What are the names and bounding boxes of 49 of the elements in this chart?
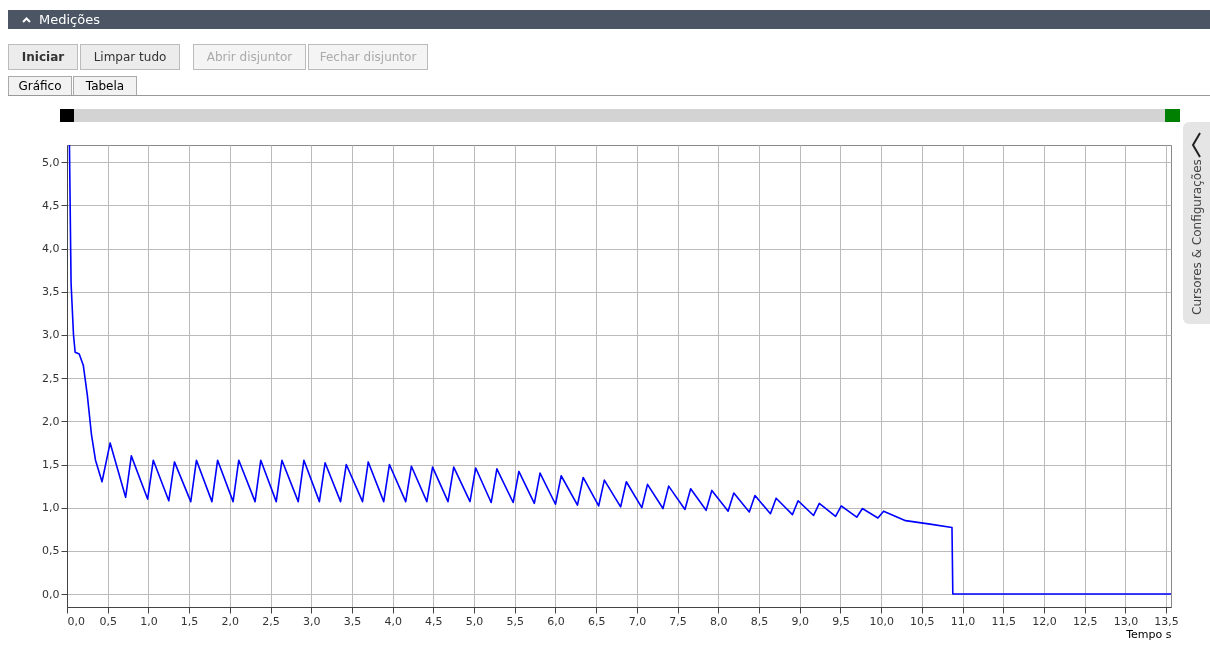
y-tick-label: 4,0 xyxy=(42,242,60,256)
x-tick-label: 5,0 xyxy=(465,614,484,628)
x-tick-label: 13,5 xyxy=(1154,614,1179,628)
text: Gráfico xyxy=(8,76,72,96)
y-tick-label: 2,5 xyxy=(42,371,60,385)
x-tick-label: 12,0 xyxy=(1032,614,1057,628)
x-tick-label: 11,5 xyxy=(991,614,1017,628)
x-tick-label: 6,0 xyxy=(547,614,565,628)
x-tick-label: 4,0 xyxy=(384,614,402,628)
x-tick-label: 8,0 xyxy=(710,614,728,628)
x-tick-label: 2,5 xyxy=(262,614,280,628)
x-tick-label: 1,5 xyxy=(180,614,199,628)
x-tick-label: 6,5 xyxy=(587,614,606,628)
x-tick-label: 10,0 xyxy=(869,614,894,628)
x-tick-label: 3,5 xyxy=(343,614,362,628)
text: Abrir disjuntor xyxy=(193,44,306,70)
x-tick-label: 9,5 xyxy=(832,614,850,628)
text: Iniciar xyxy=(8,44,78,70)
x-tick-label: 4,5 xyxy=(425,614,443,628)
x-tick-label: 13,0 xyxy=(1113,614,1139,628)
y-tick-label: 5,0 xyxy=(42,155,60,169)
y-tick-label: 3,5 xyxy=(42,285,60,299)
x-axis-title: Tempo s xyxy=(1125,627,1172,641)
x-tick-label: 12,5 xyxy=(1072,614,1098,628)
line-series xyxy=(68,145,1171,595)
x-tick-label: 1,0 xyxy=(140,614,158,628)
text: Cursores & Configurações xyxy=(1190,159,1204,315)
text: Fechar disjuntor xyxy=(308,44,428,70)
text: Limpar tudo xyxy=(80,44,180,70)
text: Tabela xyxy=(73,76,137,96)
y-tick-label: 4,5 xyxy=(42,198,60,212)
x-tick-label: 11,0 xyxy=(950,614,976,628)
y-tick-label: 1,0 xyxy=(42,501,60,515)
x-tick-label: 8,5 xyxy=(750,614,769,628)
x-tick-label: 5,5 xyxy=(506,614,525,628)
y-tick-label: 0,0 xyxy=(42,587,60,601)
x-tick-label: 10,5 xyxy=(910,614,935,628)
x-tick-label: 2,0 xyxy=(221,614,240,628)
chart-title: Medições xyxy=(39,12,100,27)
x-tick-label: 7,5 xyxy=(669,614,687,628)
y-tick-label: 2,0 xyxy=(42,414,60,428)
y-tick-label: 3,0 xyxy=(42,328,60,342)
x-tick-label: 3,0 xyxy=(303,614,321,628)
x-tick-label: 7,0 xyxy=(628,614,647,628)
x-tick-label: 9,0 xyxy=(791,614,809,628)
y-tick-label: 1,5 xyxy=(42,458,60,472)
x-tick-label: 0,5 xyxy=(99,614,117,628)
x-tick-label: 0,0 xyxy=(67,614,85,628)
y-tick-label: 0,5 xyxy=(42,544,60,558)
